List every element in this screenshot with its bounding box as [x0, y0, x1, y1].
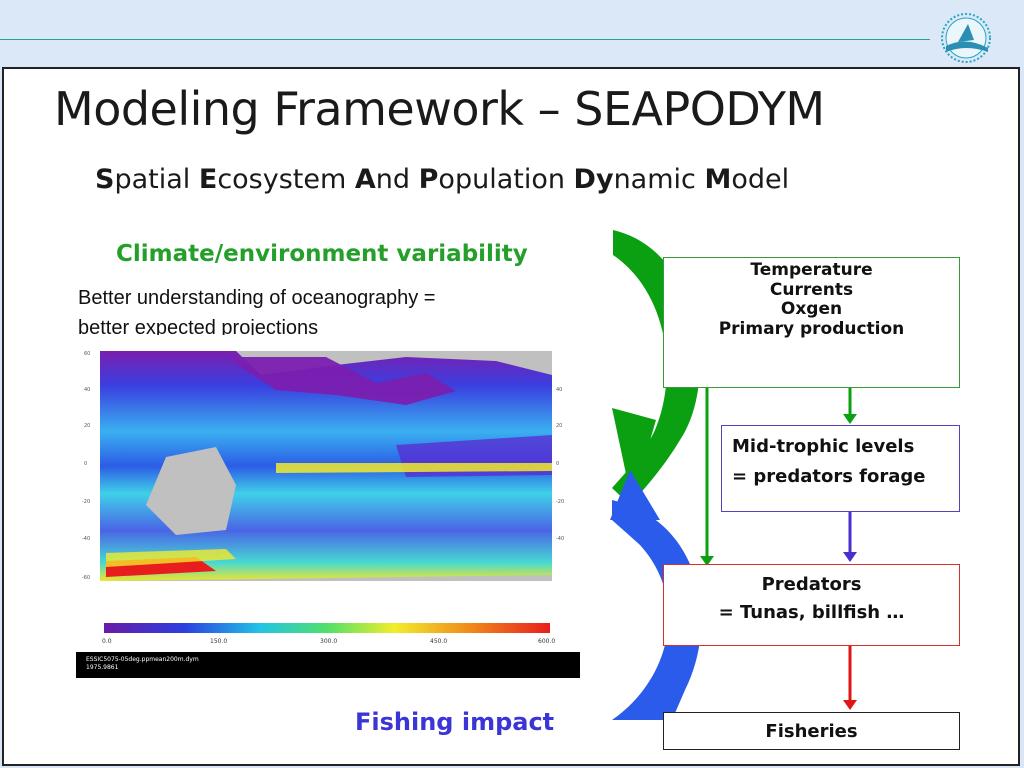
subtitle-initial: P — [418, 164, 439, 195]
subtitle-initial: S — [95, 164, 115, 195]
svg-text:20: 20 — [556, 423, 562, 429]
svg-text:-40: -40 — [82, 536, 90, 542]
organization-logo-icon — [941, 13, 991, 63]
colorbar-tick: 300.0 — [320, 638, 337, 645]
colorbar-tick: 0.0 — [102, 638, 112, 645]
svg-text:20: 20 — [84, 423, 90, 429]
oceanography-note: Better understanding of oceanography = b… — [78, 283, 435, 343]
fishing-heading: Fishing impact — [355, 708, 555, 736]
subtitle-rest: cosystem — [217, 164, 355, 195]
map-caption: 1975.9861 — [86, 664, 119, 671]
environment-item: Primary production — [718, 318, 905, 339]
ocean-productivity-map: 60 40 20 0 -20 -40 -60 40 20 0 -20 -40 0.0 150.… — [76, 335, 580, 680]
svg-text:40: 40 — [84, 387, 90, 393]
svg-text:0: 0 — [556, 461, 559, 467]
climate-heading: Climate/environment variability — [116, 241, 528, 267]
svg-text:-60: -60 — [82, 575, 90, 581]
note-line: Better understanding of oceanography = — [78, 287, 436, 309]
predators-box: Predators = Tunas, billfish … — [663, 564, 960, 646]
subtitle-rest: odel — [731, 164, 790, 195]
subtitle-initial: A — [354, 164, 376, 195]
environment-item: Oxgen — [780, 299, 843, 319]
svg-text:-20: -20 — [82, 499, 90, 505]
mid-trophic-title: Mid-trophic levels — [732, 436, 915, 457]
fisheries-box: Fisheries — [663, 712, 960, 750]
environment-box: Temperature Currents Oxgen Primary produ… — [663, 257, 960, 388]
mid-trophic-desc: = predators forage — [732, 466, 926, 487]
subtitle-rest: patial — [114, 164, 199, 195]
environment-item: Temperature — [750, 260, 873, 280]
predators-desc: = Tunas, billfish … — [718, 602, 905, 623]
header-rule — [0, 39, 930, 40]
note-line: better expected projections — [78, 317, 319, 339]
subtitle-initial: M — [704, 164, 732, 195]
svg-text:-40: -40 — [556, 536, 564, 542]
colorbar-tick: 150.0 — [210, 638, 227, 645]
subtitle-initial: Dy — [573, 164, 614, 195]
svg-text:60: 60 — [84, 351, 90, 357]
slide-title: Modeling Framework – SEAPODYM — [54, 82, 825, 136]
fisheries-label: Fisheries — [765, 721, 858, 742]
mid-trophic-box: Mid-trophic levels = predators forage — [721, 425, 960, 512]
predators-title: Predators — [761, 574, 862, 595]
colorbar-tick: 450.0 — [430, 638, 447, 645]
subtitle-rest: nd — [375, 164, 419, 195]
colorbar-tick: 600.0 — [538, 638, 555, 645]
svg-text:0: 0 — [84, 461, 87, 467]
subtitle-initial: E — [198, 164, 218, 195]
subtitle-rest: opulation — [438, 164, 574, 195]
header-band — [0, 0, 1024, 66]
svg-text:40: 40 — [556, 387, 562, 393]
subtitle-rest: namic — [613, 164, 705, 195]
map-caption: ESSIC5075-05deg.ppmean200m.dym — [86, 656, 199, 663]
svg-text:-20: -20 — [556, 499, 564, 505]
slide-subtitle: Spatial Ecosystem And Population Dynamic… — [95, 164, 789, 195]
environment-item: Currents — [769, 279, 854, 300]
